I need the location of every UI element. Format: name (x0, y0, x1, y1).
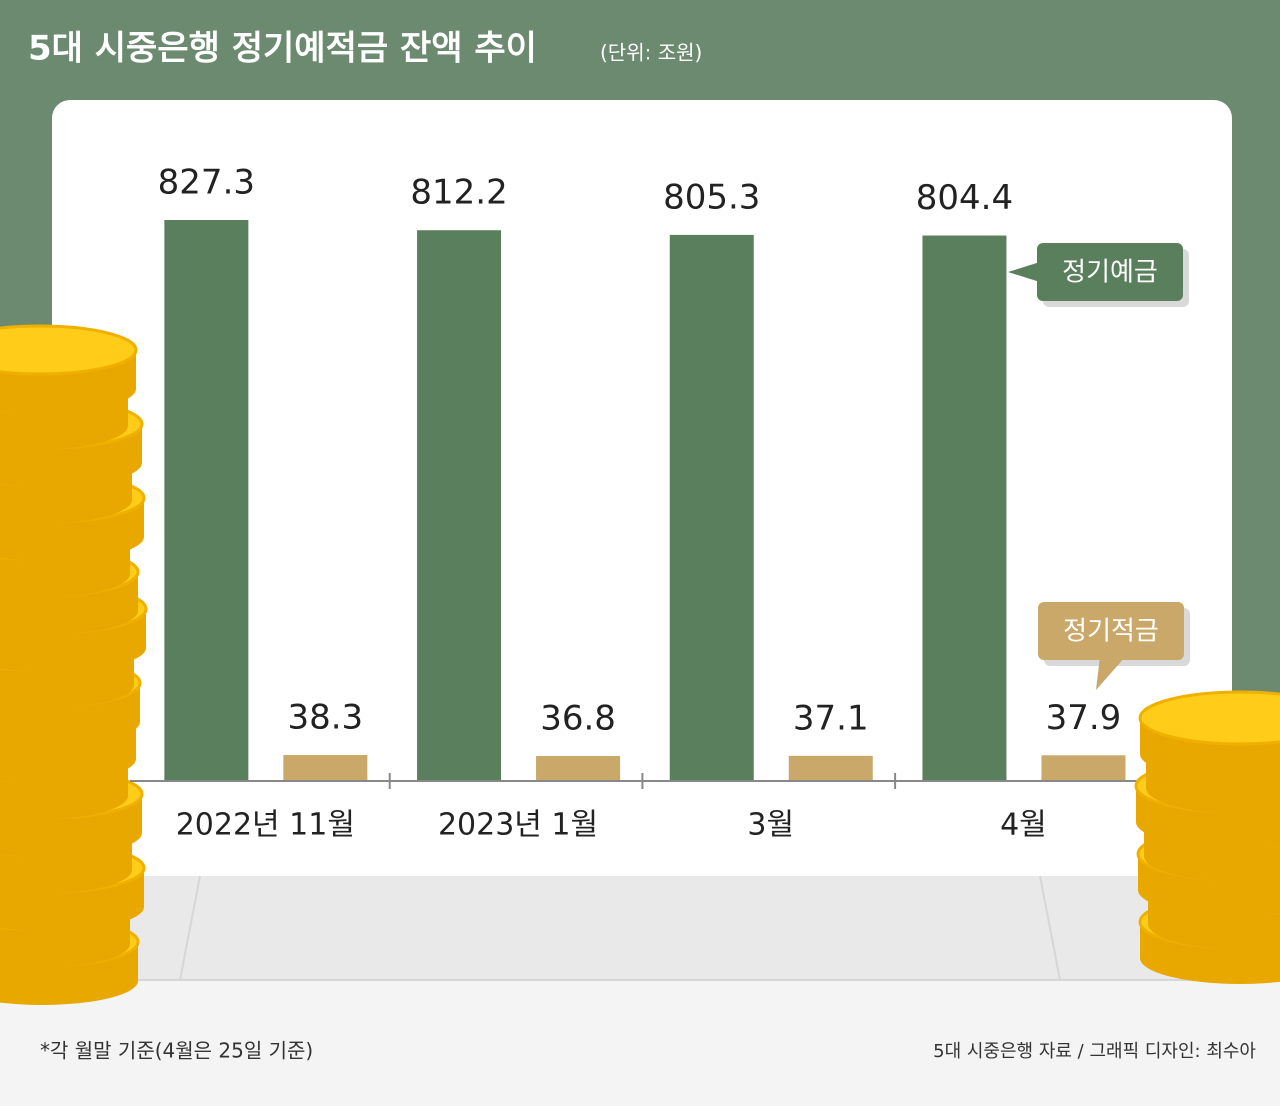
coin-bottom (0, 698, 140, 746)
bar (922, 235, 1007, 782)
legend-box (1038, 602, 1184, 660)
floor (0, 876, 1280, 980)
coin-bottom (0, 587, 138, 635)
value-label: 812.2 (410, 173, 507, 213)
legend-box (1037, 243, 1183, 301)
value-label: 36.8 (540, 699, 616, 739)
bar (536, 756, 621, 781)
bar (788, 755, 873, 781)
legend-pointer (1096, 656, 1126, 690)
coin-face (0, 324, 138, 376)
coin-bottom (0, 402, 128, 450)
floor-line (1039, 875, 1061, 981)
value-label: 827.3 (158, 162, 255, 202)
coin-bottom (0, 920, 130, 968)
bar (283, 755, 368, 781)
value-label: 38.3 (287, 698, 363, 738)
legend-pointer (1008, 262, 1040, 282)
coin-bottom (0, 772, 128, 820)
bar (417, 230, 502, 781)
coin-bottom (0, 550, 130, 598)
x-tick-label: 2023년 1월 (438, 808, 598, 843)
chart-subtitle: (단위: 조원) (600, 41, 702, 65)
bar (669, 234, 754, 781)
bar (164, 219, 249, 781)
coin-bottom (0, 624, 146, 672)
coin-bottom (0, 439, 142, 487)
coin-bottom (0, 476, 132, 524)
coin-bottom (0, 883, 144, 931)
floor-line (179, 875, 201, 981)
value-label: 805.3 (663, 177, 760, 217)
legend-label: 정기예금 (1062, 258, 1158, 288)
coin-stack (1134, 690, 1280, 984)
plot: 2022년 11월 827.3 38.3 2023년 1월 812.2 36.8 3월 805… (130, 162, 1190, 843)
x-tick-label: 3월 (747, 808, 794, 843)
coin-bottom (0, 513, 144, 561)
coin-bottom (0, 661, 134, 709)
footnote: *각 월말 기준(4월은 25일 기준) (40, 1039, 313, 1063)
source: 5대 시중은행 자료 / 그래픽 디자인: 최수아 (933, 1041, 1256, 1062)
coin-bottom (0, 735, 136, 783)
coin-stack (0, 324, 148, 1005)
coin-face (1138, 690, 1280, 746)
coin-bottom (0, 846, 132, 894)
chart-title: 5대 시중은행 정기예적금 잔액 추이 (28, 29, 537, 69)
bar (1041, 755, 1126, 781)
x-tick-label: 2022년 11월 (176, 808, 355, 843)
legend-label: 정기적금 (1063, 617, 1159, 647)
value-label: 37.1 (793, 698, 869, 738)
coin-bottom (0, 957, 138, 1005)
value-label: 37.9 (1046, 698, 1122, 738)
value-label: 804.4 (916, 178, 1013, 218)
x-tick-label: 4월 (1000, 808, 1047, 843)
coin-bottom (0, 365, 136, 413)
coin-bottom (0, 809, 142, 857)
